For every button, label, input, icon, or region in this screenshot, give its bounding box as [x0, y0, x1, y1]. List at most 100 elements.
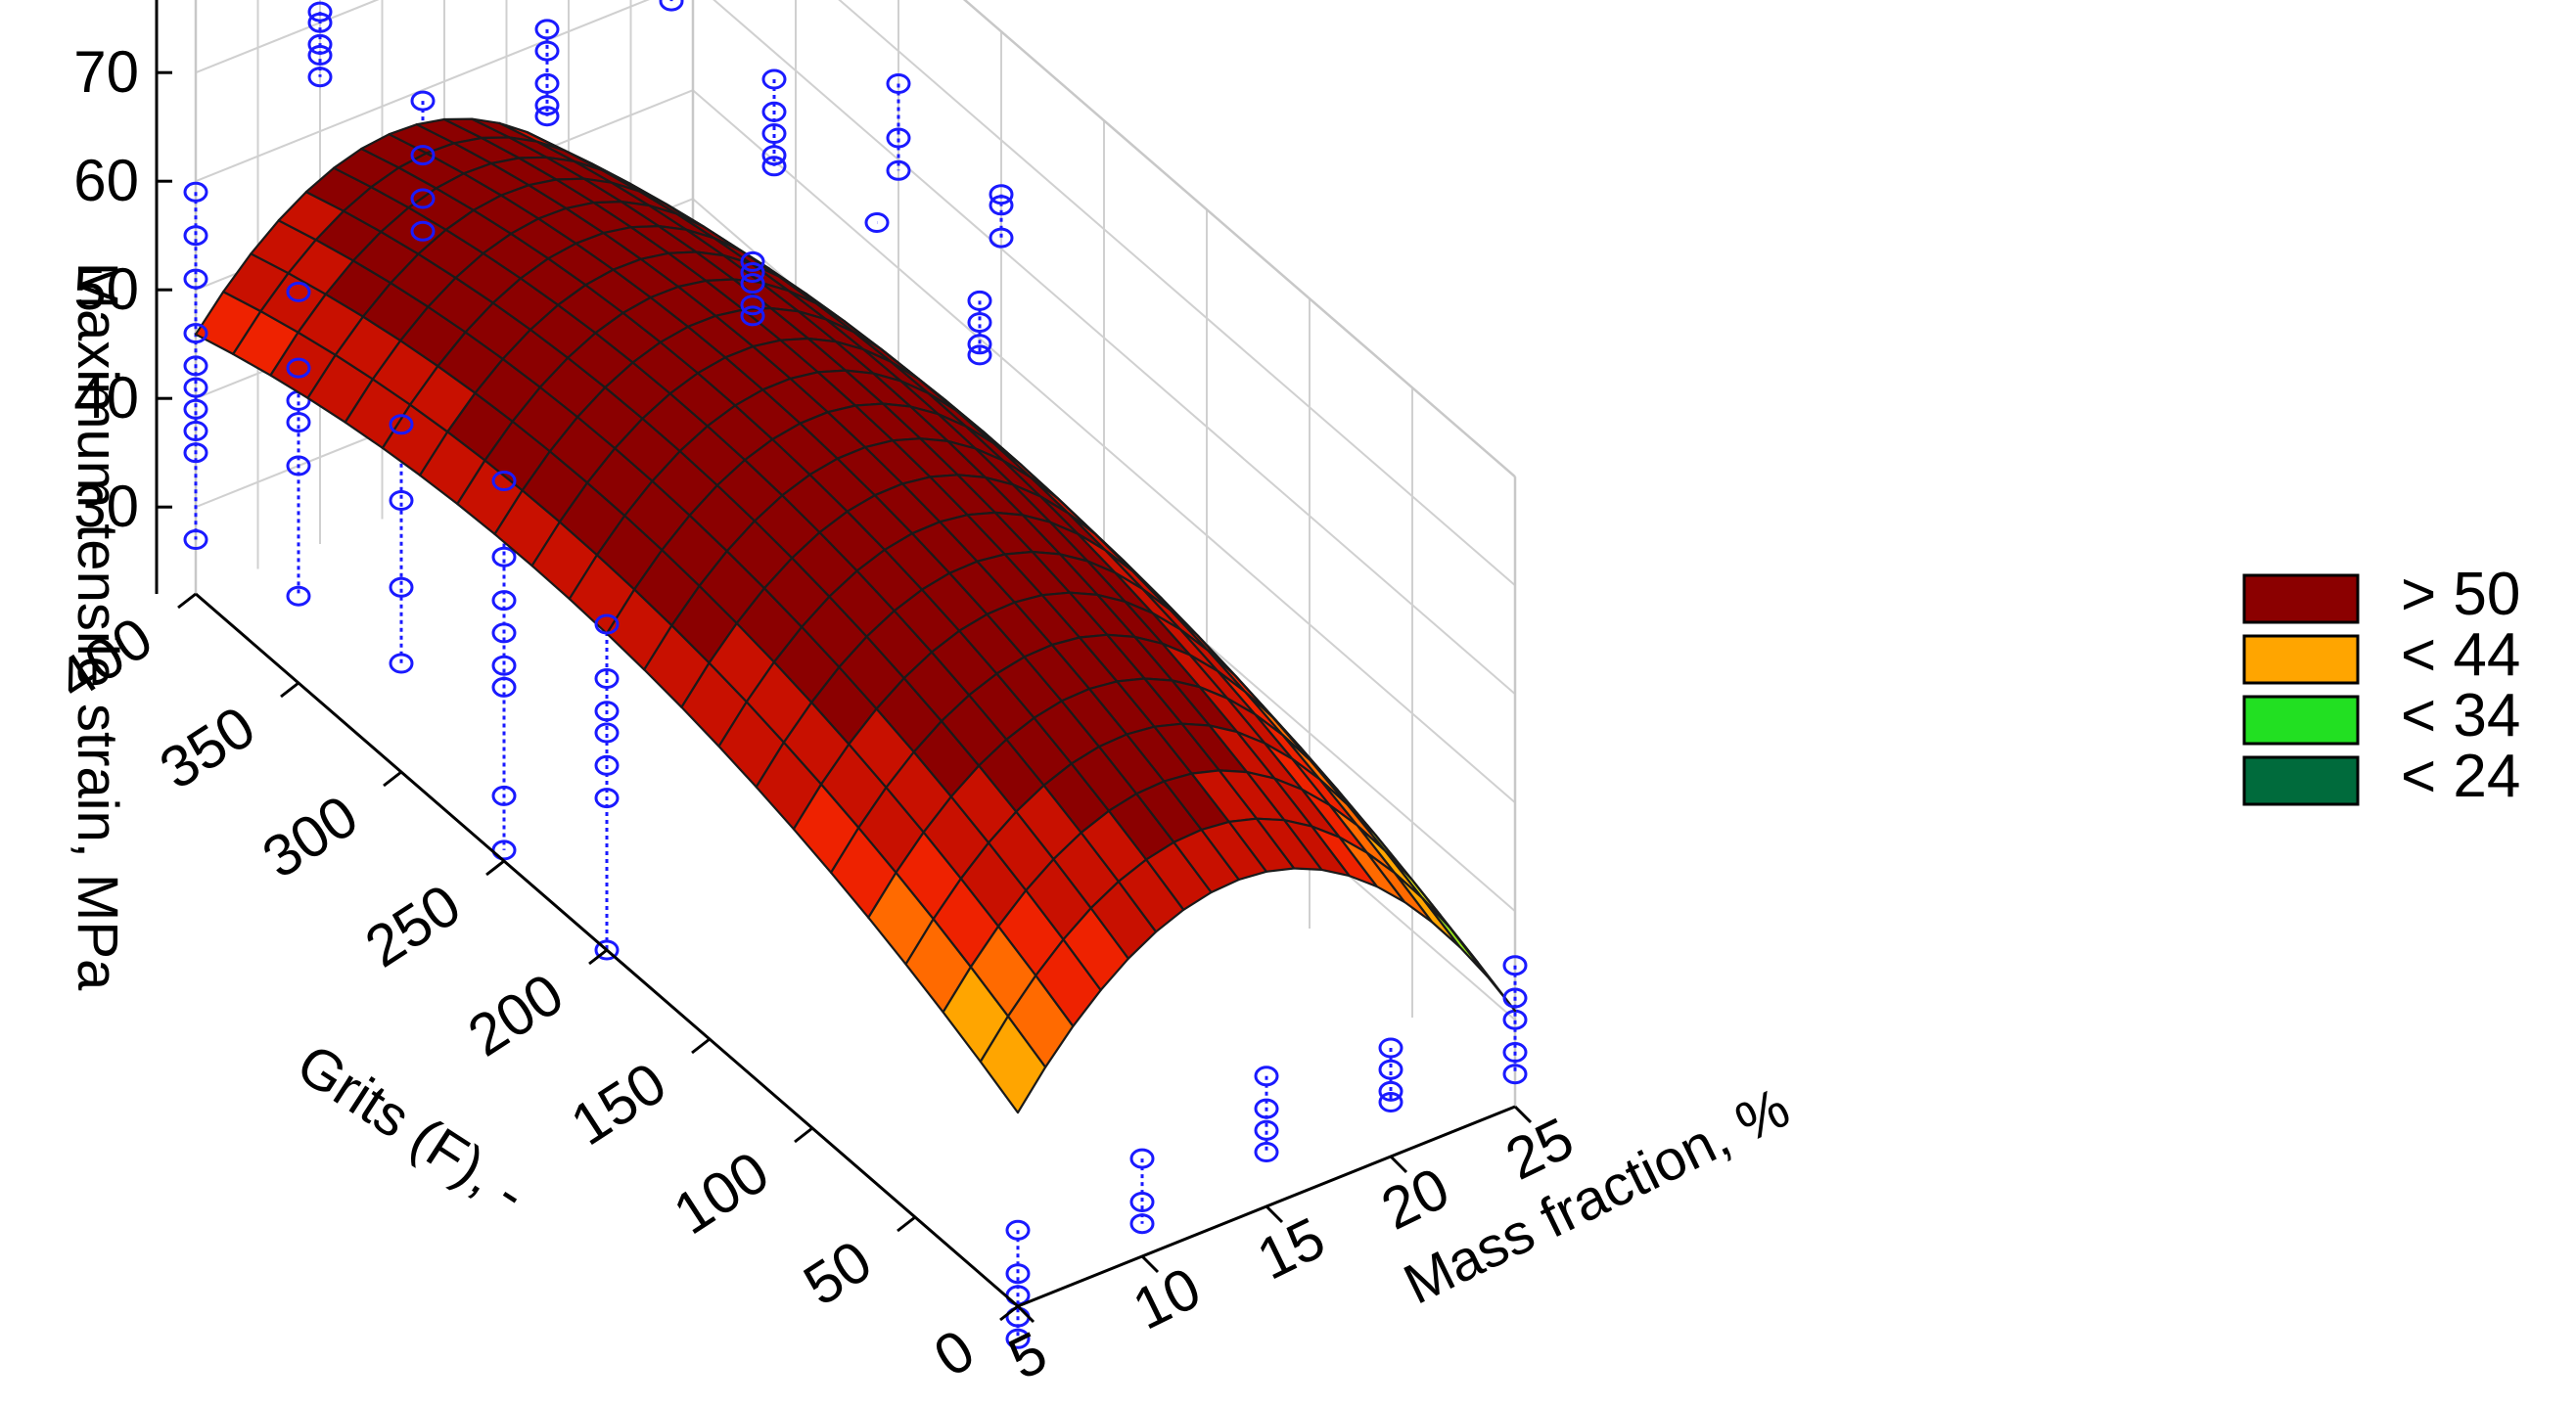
data-point [761, 156, 787, 177]
legend-label: < 34 [2401, 682, 2520, 749]
data-point [659, 0, 684, 12]
y-tick-mark [999, 1304, 1019, 1322]
data-point [286, 357, 311, 379]
data-point [967, 290, 992, 311]
data-point [534, 106, 560, 127]
y-tick-mark [177, 592, 197, 610]
legend-swatch [2242, 573, 2360, 624]
x-tick-mark [1389, 1155, 1408, 1174]
data-point [989, 195, 1014, 216]
data-point [1005, 1219, 1031, 1241]
data-point [1502, 955, 1528, 976]
data-point [886, 73, 911, 94]
y-tick-mark [485, 859, 505, 877]
legend: > 50< 44< 34< 24 [2242, 561, 2520, 810]
data-point [1254, 1119, 1279, 1141]
grid-line [195, 0, 650, 183]
data-point [491, 622, 517, 644]
data-point [286, 412, 311, 433]
x-axis-title: Mass fraction, % [1395, 1075, 1800, 1316]
data-point [389, 653, 414, 674]
data-point [1254, 1142, 1279, 1162]
data-point [594, 701, 620, 722]
data-point [1129, 1192, 1155, 1212]
data-point [183, 181, 208, 203]
legend-swatch [2242, 755, 2360, 806]
y-tick-label: 150 [560, 1050, 677, 1158]
y-tick-mark [383, 770, 402, 788]
y-tick-label: 300 [252, 783, 369, 891]
data-point [410, 90, 436, 112]
data-point [491, 471, 517, 491]
y-tick-label: 100 [663, 1139, 780, 1248]
grid-line [195, 0, 380, 74]
data-point [491, 676, 517, 698]
z-tick-label: 60 [73, 148, 139, 213]
data-point [183, 225, 208, 247]
data-point [989, 184, 1014, 205]
y-tick-label: 0 [923, 1317, 986, 1389]
data-point [307, 1, 333, 23]
data-point [1005, 1328, 1031, 1349]
data-point [740, 273, 765, 295]
x-tick-label: 15 [1247, 1204, 1334, 1292]
data-point [1502, 1042, 1528, 1063]
data-point [534, 72, 560, 94]
x-tick-mark [1513, 1105, 1533, 1124]
data-point [307, 67, 333, 88]
data-point [410, 220, 436, 242]
data-point [761, 101, 787, 122]
x-tick-mark [1016, 1304, 1035, 1324]
data-point [1005, 1263, 1031, 1285]
data-point [1129, 1213, 1155, 1235]
data-point [1378, 1059, 1403, 1080]
data-point [410, 145, 436, 166]
data-point [491, 590, 517, 612]
data-point [1129, 1148, 1155, 1169]
data-point [740, 262, 765, 283]
data-point [389, 576, 414, 598]
x-tick-mark [1265, 1204, 1284, 1224]
data-point [389, 490, 414, 511]
data-point [307, 45, 333, 66]
data-point [967, 344, 992, 366]
y-tick-mark [691, 1037, 711, 1055]
data-point [967, 312, 992, 334]
data-point [1378, 1080, 1403, 1102]
data-point [1254, 1066, 1279, 1087]
grid-line [713, 0, 1516, 695]
data-point [1502, 987, 1528, 1009]
y-tick-label: 50 [793, 1228, 883, 1319]
data-point [989, 227, 1014, 249]
data-point [183, 268, 208, 290]
data-point [183, 421, 208, 441]
data-point [594, 722, 620, 744]
data-point [594, 939, 620, 961]
data-point [491, 546, 517, 567]
y-tick-label: 200 [457, 961, 575, 1069]
grid-line [692, 89, 1516, 803]
data-point [491, 655, 517, 676]
z-tick-label: 40 [73, 365, 139, 431]
data-point [534, 95, 560, 116]
data-point [183, 398, 208, 420]
legend-label: < 24 [2401, 743, 2520, 810]
data-point [534, 40, 560, 62]
data-point [1378, 1092, 1403, 1112]
legend-swatch [2242, 634, 2360, 685]
x-tick-mark [1140, 1254, 1160, 1274]
data-point [286, 455, 311, 477]
response-surface [194, 117, 1517, 1114]
data-point [761, 123, 787, 144]
data-point [1378, 1037, 1403, 1059]
legend-label: > 50 [2401, 561, 2520, 628]
z-axis-title: Maximum tensile strain, MPa [66, 262, 129, 991]
y-tick-mark [794, 1126, 813, 1144]
data-point [594, 668, 620, 689]
data-point [183, 529, 208, 550]
box-edge [962, 0, 1516, 478]
data-point [183, 355, 208, 377]
data-point [886, 159, 911, 181]
